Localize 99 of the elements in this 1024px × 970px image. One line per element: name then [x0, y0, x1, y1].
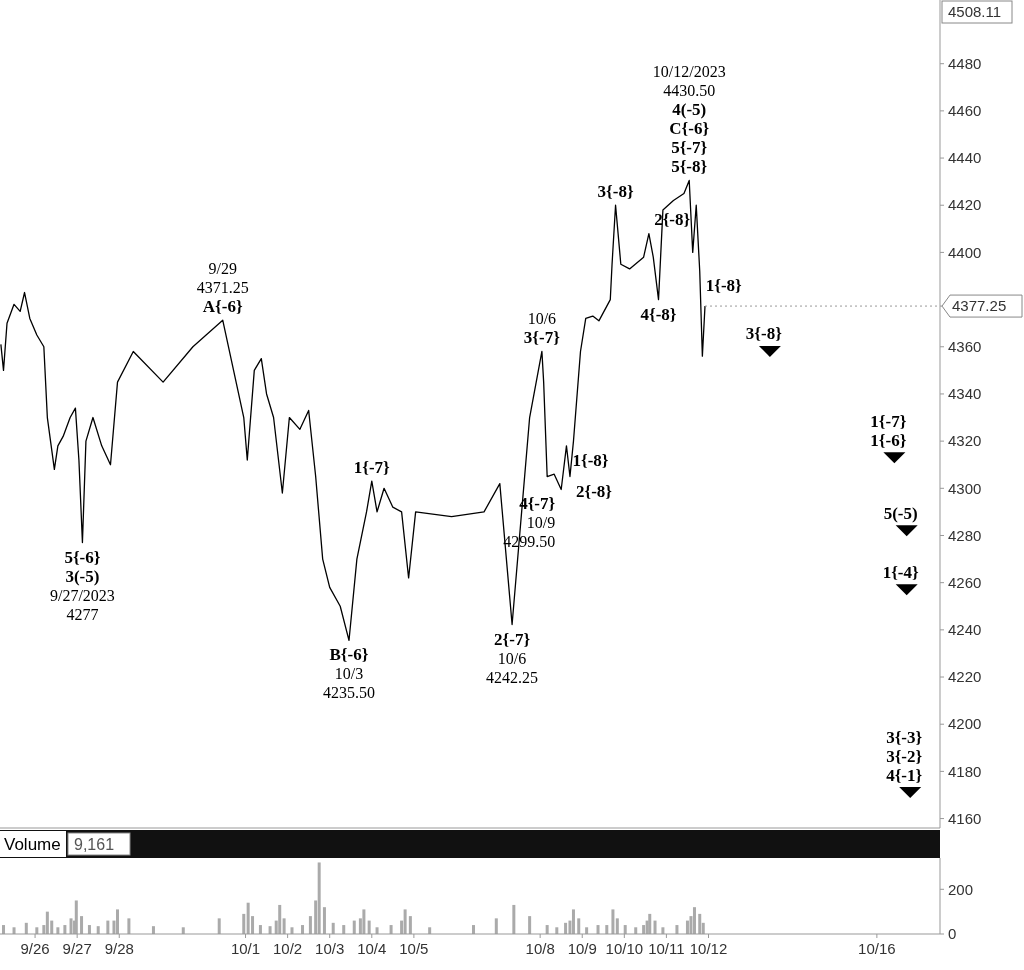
bar — [577, 918, 581, 934]
y-tick-label: 4160 — [948, 809, 982, 827]
annotation: 9/29 4371.25 A{-6} — [196, 260, 249, 317]
bar — [282, 918, 286, 934]
annotation: B{-6} 10/3 4235.50 — [322, 645, 375, 702]
bar — [69, 918, 73, 934]
x-tick-label: 10/4 — [357, 940, 387, 957]
bar — [217, 918, 221, 934]
x-tick-label: 9/26 — [20, 940, 50, 957]
bar — [12, 927, 16, 934]
y-tick-label: 4340 — [948, 385, 982, 403]
text: 9,161 — [74, 836, 115, 853]
bar — [362, 909, 366, 934]
bar — [512, 904, 516, 934]
bar — [585, 927, 589, 934]
bar — [494, 918, 498, 934]
bar — [290, 927, 294, 934]
bar — [322, 907, 326, 934]
annotation: 3{-3} 3{-2} 4{-1} — [886, 727, 923, 785]
bar — [246, 902, 250, 934]
bar — [698, 913, 702, 934]
annotation: 1{-8} — [705, 276, 743, 296]
y-tick-label: 4460 — [948, 102, 982, 120]
text: 4508.11 — [948, 3, 1002, 20]
x-tick-label: 10/8 — [525, 940, 555, 957]
bar — [408, 916, 412, 934]
bar — [615, 918, 619, 934]
y-tick-label: 4220 — [948, 668, 982, 686]
x-tick-label: 10/11 — [648, 940, 685, 957]
y-tick-label: 4480 — [948, 54, 982, 72]
y-tick-label: 200 — [948, 880, 974, 898]
x-tick-label: 10/2 — [273, 940, 303, 957]
x-tick-label: 10/12 — [689, 940, 728, 957]
y-tick-label: 4420 — [948, 196, 982, 214]
annotation: 10/12/2023 4430.50 4(-5) C{-6} 5{-7} 5{-8} — [652, 63, 726, 177]
bar — [685, 920, 689, 934]
bar — [127, 918, 131, 934]
bar — [317, 862, 321, 934]
annotation: 1{-8} — [572, 450, 609, 470]
bar — [268, 926, 272, 934]
y-tick-label: 0 — [948, 925, 957, 943]
x-tick-label: 9/27 — [62, 940, 92, 957]
y-tick-label: 4280 — [948, 526, 982, 544]
annotation: 10/6 3{-7} — [523, 310, 561, 348]
x-tick-label: 10/10 — [605, 940, 644, 957]
bar — [611, 909, 615, 934]
bar — [428, 927, 432, 934]
bar — [308, 916, 312, 934]
annotation: 4{-8} — [640, 304, 677, 324]
y-tick-label: 4360 — [948, 338, 982, 356]
bar — [352, 920, 356, 934]
bar — [151, 926, 155, 934]
bar — [35, 927, 39, 934]
bar — [242, 913, 246, 934]
y-tick-label: 4320 — [948, 432, 982, 450]
annotation: 5{-6} 3(-5) 9/27/2023 4277 — [49, 547, 115, 623]
y-tick-label: 4200 — [948, 715, 982, 733]
y-tick-label: 4440 — [948, 149, 982, 167]
annotation: 1{-7} — [353, 458, 391, 478]
annotation: 2{-7} 10/6 4242.25 — [486, 629, 539, 686]
bar — [528, 916, 532, 934]
bar — [661, 927, 665, 934]
annotation: 3{-8} — [597, 182, 634, 202]
annotation: 3{-8} — [745, 324, 783, 344]
bar — [74, 900, 78, 934]
bar — [571, 909, 575, 934]
chart-title: Volume — [4, 835, 61, 854]
annotation: 1{-4} — [882, 562, 920, 582]
bar — [96, 926, 100, 934]
bar — [367, 920, 371, 934]
y-tick-label: 4260 — [948, 573, 982, 591]
annotation: 4377.25 — [952, 297, 1007, 315]
bar — [56, 927, 60, 934]
bar — [116, 909, 119, 934]
bar — [555, 927, 559, 934]
bar — [634, 927, 638, 934]
x-tick-label: 10/16 — [858, 940, 896, 957]
y-tick-label: 4180 — [948, 762, 982, 780]
x-tick-label: 10/9 — [567, 940, 597, 957]
bar — [692, 907, 696, 934]
y-tick-label: 4400 — [948, 243, 982, 261]
annotation: 2{-8} — [575, 481, 613, 501]
bar — [653, 920, 657, 934]
bar — [278, 904, 282, 934]
bar — [403, 909, 407, 934]
y-tick-label: 4240 — [948, 621, 982, 639]
bar — [181, 927, 185, 934]
x-tick-label: 10/3 — [315, 940, 345, 957]
bar — [375, 927, 379, 934]
bar — [106, 920, 110, 934]
annotation: 5(-5) — [883, 503, 918, 523]
x-tick-label: 9/28 — [104, 940, 134, 957]
x-tick-label: 10/1 — [230, 940, 261, 957]
bar — [45, 911, 49, 934]
annotation: 1{-7} 1{-6} — [870, 411, 907, 450]
x-tick-label: 10/5 — [399, 940, 429, 957]
bar — [648, 913, 652, 934]
y-tick-label: 4300 — [948, 479, 982, 497]
bar — [80, 916, 84, 934]
